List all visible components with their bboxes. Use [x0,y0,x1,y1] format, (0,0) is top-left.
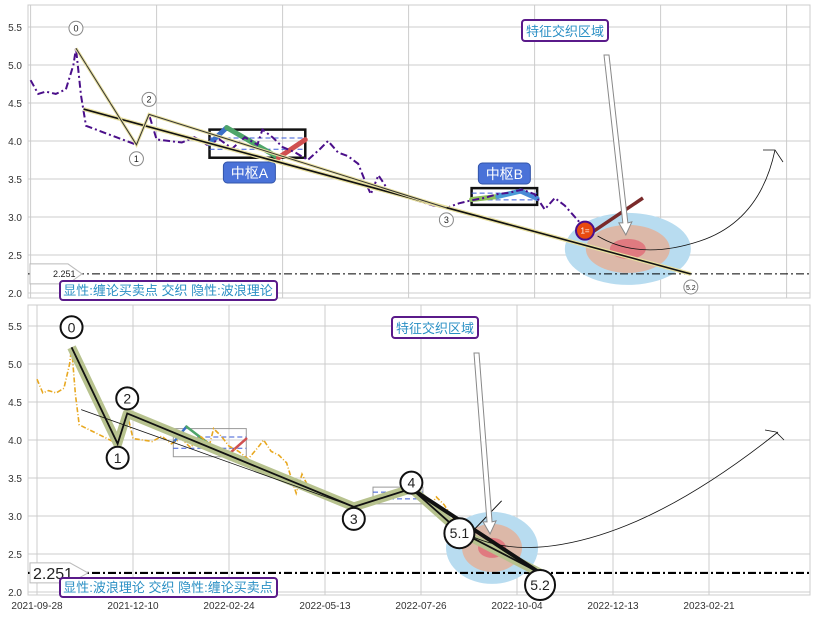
y-tick-label: 2.0 [8,588,22,599]
bottom-panel: 2.0 2.5 3.0 3.5 4.0 4.5 5.0 5.5 2021-09-28 2021-1… [8,304,811,612]
wave-label: 3 [350,511,358,527]
y-tick-label: 4.0 [8,137,22,148]
wave-label: 5.2 [530,577,550,593]
zhongshu-segment [495,188,524,199]
legend-text: 显性:缠论买卖点 交织 隐性:波浪理论 [63,283,272,298]
wave-label-circle [438,212,454,228]
arc-end-hook [763,149,784,163]
zhongshu-label-box [477,162,531,185]
x-tick-label: 2021-12-10 [107,601,159,612]
pointer-arrow [603,54,633,237]
top-panel: 2.0 2.5 3.0 3.5 4.0 4.5 5.0 5.5 2.251 中枢A 中枢B 0 1 2 3 5… [8,4,811,301]
y-tick-label: 3.0 [8,213,22,224]
wave-label-circle [128,151,144,167]
wave-label-circle [115,386,140,411]
legend-box [59,280,278,301]
price-series-line [36,347,464,532]
signal-marker [575,220,595,241]
y-tick-label: 5.5 [8,23,22,34]
wave-label-circle [683,279,699,295]
x-tick-label: 2022-07-26 [395,601,447,612]
wave-label-circle [341,506,366,531]
plot-area [27,4,811,299]
y-tick-label: 2.5 [8,251,22,262]
zhongshu-label-box [222,161,276,184]
wave-label: 5.2 [686,285,696,292]
signal-marker-label: 1= [580,227,589,236]
y-tick-label: 2.0 [8,289,22,300]
x-tick-label: 2021-09-28 [11,601,63,612]
focus-label: 特征交织区域 [526,24,604,39]
plot-area [27,304,811,596]
y-tick-label: 3.5 [8,474,22,485]
wave-label-circle [105,445,130,470]
wave-label: 4 [408,475,416,491]
focus-label-box [391,316,479,339]
focus-label: 特征交织区域 [396,321,474,336]
x-tick-label: 2023-02-21 [683,601,735,612]
pointer-arrow [473,352,497,536]
projection-arc [597,149,776,251]
wave-label-circle [524,569,557,601]
wave-label: 5.1 [450,525,470,541]
x-tick-label: 2022-12-13 [587,601,639,612]
wave-label: 0 [73,23,78,33]
legend-text: 显性:波浪理论 交织 隐性:缠论买卖点 [63,580,272,595]
y-tick-label: 5.0 [8,61,22,72]
wave-label: 1 [134,154,139,164]
y-tick-label: 4.0 [8,436,22,447]
y-tick-label: 3.5 [8,175,22,186]
zhongshu-segment [518,188,540,201]
x-tick-label: 2022-02-24 [203,601,255,612]
zhongshu-segment [275,137,308,161]
price-series-line [29,48,591,233]
hline-label: 2.251 [53,269,76,279]
signal-ray [589,196,644,236]
y-tick-label: 5.0 [8,360,22,371]
x-tick-label: 2022-10-04 [491,601,543,612]
wave-label-circle [59,315,84,340]
focus-label-box [521,19,609,42]
y-tick-label: 5.5 [8,322,22,333]
zhongshu-label: 中枢B [486,166,523,182]
channel-line [81,409,354,508]
wave-label: 0 [68,319,76,335]
trend-line [83,108,692,275]
wave-path [75,48,447,209]
projection-arc [468,431,779,548]
wave-label: 3 [444,215,449,225]
zhongshu-label: 中枢A [231,165,269,181]
y-tick-label: 2.5 [8,550,22,561]
x-tick-label: 2022-05-13 [299,601,351,612]
hline-label-box [29,263,83,285]
y-tick-label: 4.5 [8,398,22,409]
wave-label: 2 [147,94,152,104]
wave-label-circle [443,517,476,550]
wave-label-circle [68,20,84,36]
wave-label-circle [399,470,424,495]
y-tick-label: 4.5 [8,99,22,110]
wave-label-circle [141,91,157,107]
arc-end-hook [764,429,785,441]
wave-5-thick [410,486,542,575]
wave-label: 2 [123,390,131,406]
legend-box [59,577,278,598]
wave-label: 1 [114,450,122,466]
y-tick-label: 3.0 [8,512,22,523]
